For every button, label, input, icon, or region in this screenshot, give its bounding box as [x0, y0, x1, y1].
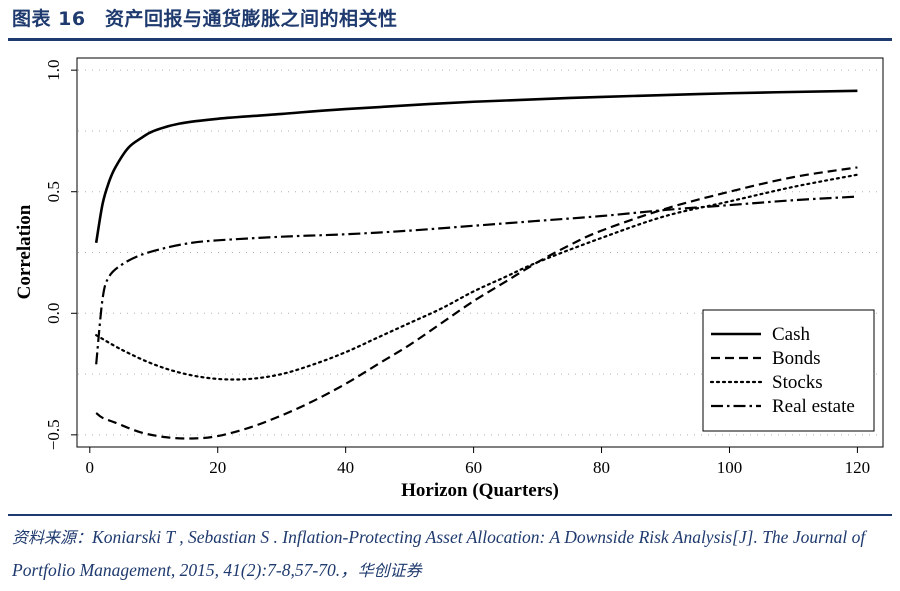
- correlation-chart: −0.5 0.0 0.5 1.0 0 20 40 60 80 100 120 Horizon (Qu…: [14, 57, 884, 501]
- y-tick-label: −0.5: [44, 419, 63, 450]
- x-tick-label: 60: [465, 458, 482, 477]
- x-axis-label: Horizon (Quarters): [401, 480, 559, 501]
- y-axis-label: Correlation: [14, 204, 35, 299]
- legend-label-cash: Cash: [772, 324, 811, 345]
- axis-layer: −0.5 0.0 0.5 1.0 0 20 40 60 80 100 120: [44, 60, 870, 477]
- source-note: 资料来源：Koniarski T , Sebastian S . Inflati…: [12, 521, 892, 587]
- x-tick-label: 100: [717, 458, 743, 477]
- x-tick-label: 0: [86, 458, 95, 477]
- series-line-stocks: [95, 173, 859, 381]
- legend-label-stocks: Stocks: [772, 372, 823, 393]
- legend-box: [702, 309, 875, 432]
- grid-layer: [78, 69, 882, 436]
- legend-label-bonds: Bonds: [772, 348, 821, 369]
- source-prefix: 资料来源：: [12, 528, 93, 547]
- series-layer: [94, 89, 859, 440]
- x-tick-label: 80: [593, 458, 610, 477]
- x-tick-label: 120: [845, 458, 871, 477]
- series-line-cash: [94, 89, 858, 243]
- figure-title: 图表 16 资产回报与通货膨胀之间的相关性: [12, 8, 398, 30]
- title-divider: [8, 38, 892, 41]
- legend: Cash Bonds Stocks Real estate: [702, 309, 875, 432]
- plot-frame: [76, 57, 884, 448]
- y-tick-label: 0.5: [44, 181, 63, 202]
- source-divider: [8, 514, 892, 516]
- series-line-real-estate: [95, 195, 858, 365]
- y-tick-label: 1.0: [44, 60, 63, 81]
- y-tick-label: 0.0: [44, 303, 63, 324]
- x-tick-label: 20: [209, 458, 226, 477]
- x-tick-label: 40: [337, 458, 354, 477]
- source-suffix: 华创证券: [357, 561, 422, 580]
- legend-label-real-estate: Real estate: [772, 396, 855, 417]
- series-line-bonds: [95, 166, 858, 440]
- source-citation: Koniarski T , Sebastian S . Inflation-Pr…: [12, 527, 866, 580]
